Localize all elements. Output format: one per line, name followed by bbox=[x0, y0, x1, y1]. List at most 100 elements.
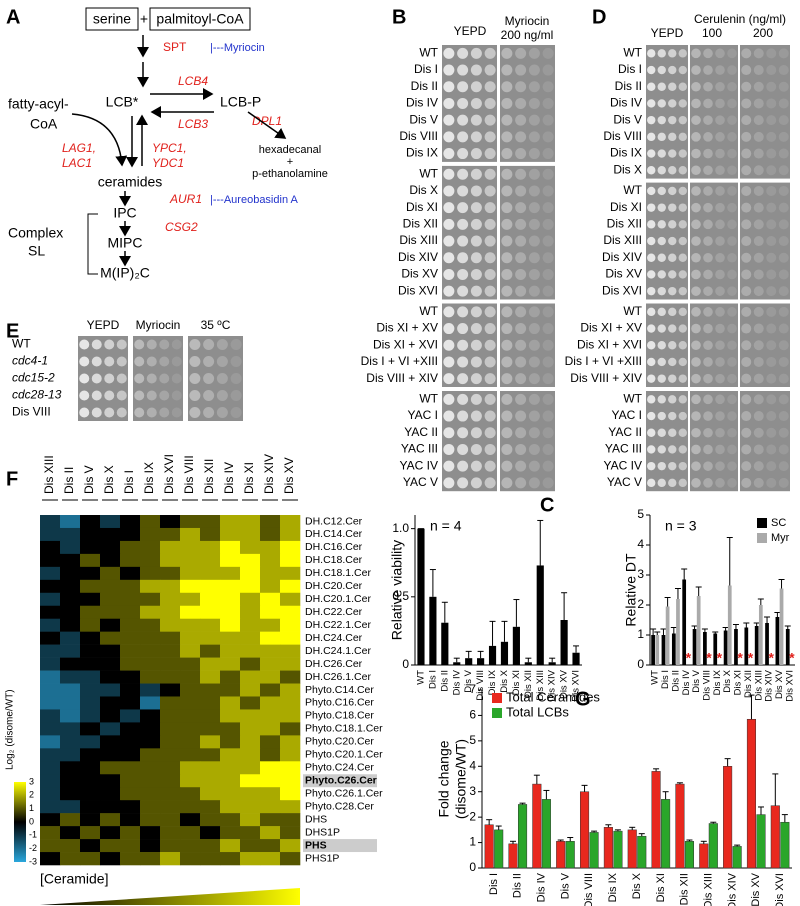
colony-spot bbox=[501, 393, 513, 405]
heatmap-cell bbox=[180, 605, 201, 620]
heatmap-cell bbox=[200, 852, 221, 866]
bar bbox=[453, 662, 461, 665]
colony-spot bbox=[484, 218, 496, 230]
colony-spot bbox=[691, 236, 701, 246]
bar bbox=[556, 841, 566, 869]
heatmap-cell bbox=[120, 631, 141, 645]
heatmap-cell bbox=[200, 696, 221, 710]
enzyme: YDC1 bbox=[152, 156, 184, 170]
heatmap-cell bbox=[140, 748, 161, 762]
colony-spot bbox=[470, 427, 482, 439]
heatmap-cell bbox=[120, 683, 141, 697]
colony-spot bbox=[457, 218, 469, 230]
heatmap-cell bbox=[60, 540, 81, 555]
colony-spot bbox=[715, 340, 725, 351]
colony-spot bbox=[668, 270, 677, 279]
colony-spot bbox=[647, 82, 656, 91]
colony-spot bbox=[727, 286, 737, 296]
row-label: DH.C26.1.Cer bbox=[305, 671, 371, 683]
error-bar bbox=[653, 768, 660, 772]
heatmap-cell bbox=[60, 761, 81, 775]
node: serine bbox=[93, 11, 131, 27]
heatmap-cell bbox=[240, 839, 261, 853]
colony-spot bbox=[741, 306, 752, 317]
heatmap-cell bbox=[180, 735, 201, 749]
heatmap-cell bbox=[120, 839, 141, 853]
colony-spot bbox=[515, 218, 527, 230]
heatmap-cell bbox=[200, 800, 221, 814]
colony-spot bbox=[443, 373, 455, 385]
colony-spot bbox=[678, 82, 687, 91]
row-highlight bbox=[303, 839, 377, 853]
heatmap-cell bbox=[100, 735, 121, 749]
colony-spot bbox=[778, 340, 789, 351]
heatmap-cell bbox=[260, 852, 281, 866]
heatmap-cell bbox=[80, 787, 101, 801]
error-bar bbox=[561, 592, 568, 620]
colony-spot bbox=[753, 411, 764, 422]
colony-spot bbox=[778, 269, 789, 280]
colony-spot bbox=[753, 65, 764, 76]
x-tick-label: Dis V bbox=[463, 669, 474, 692]
panel-letter: B bbox=[392, 6, 406, 28]
colony-spot bbox=[484, 306, 496, 318]
colony-spot bbox=[727, 132, 737, 142]
heatmap-cell bbox=[140, 761, 161, 775]
heatmap-cell bbox=[180, 553, 201, 568]
plate bbox=[646, 391, 688, 492]
strain-label: Dis XI bbox=[406, 200, 438, 214]
box bbox=[85, 7, 139, 31]
colony-spot bbox=[484, 81, 496, 93]
colony-spot bbox=[647, 341, 656, 350]
colony-spot bbox=[691, 373, 701, 384]
heatmap-cell bbox=[260, 761, 281, 775]
bar bbox=[675, 783, 685, 869]
colony-spot bbox=[753, 269, 764, 280]
error-bar bbox=[748, 694, 755, 720]
row-highlight bbox=[303, 774, 377, 788]
heatmap-cell bbox=[60, 787, 81, 801]
strain-label: YAC V bbox=[607, 475, 642, 489]
x-tick-label: Dis II bbox=[512, 873, 524, 898]
plate bbox=[500, 303, 555, 387]
colony-spot bbox=[727, 236, 737, 246]
heatmap-cell bbox=[200, 813, 221, 827]
colony-spot bbox=[715, 186, 725, 196]
heatmap-cell bbox=[60, 839, 81, 853]
no-growth-marker: * bbox=[768, 650, 774, 666]
colony-spot bbox=[528, 460, 540, 472]
strain-label: Dis V bbox=[409, 112, 438, 126]
colony-spot bbox=[230, 390, 242, 401]
bar bbox=[727, 585, 732, 665]
row-label: PHS bbox=[305, 839, 327, 851]
colony-spot bbox=[766, 340, 777, 351]
colony-spot bbox=[470, 373, 482, 385]
heatmap-cell bbox=[220, 515, 241, 529]
heatmap-cell bbox=[260, 592, 281, 607]
heatmap-cell bbox=[140, 657, 161, 671]
colony-spot bbox=[727, 323, 737, 334]
x-tick-label: Dis IV bbox=[451, 669, 462, 695]
heatmap-cell bbox=[60, 657, 81, 671]
heatmap-cell bbox=[100, 683, 121, 697]
bar bbox=[441, 622, 449, 665]
colony-spot bbox=[691, 115, 701, 125]
colony-spot bbox=[668, 324, 677, 333]
colony-spot bbox=[741, 427, 752, 438]
bar bbox=[699, 843, 709, 869]
colony-spot bbox=[647, 115, 656, 125]
colony-spot bbox=[778, 427, 789, 438]
colony-spot bbox=[470, 460, 482, 472]
error-bar bbox=[662, 791, 669, 800]
heatmap-cell bbox=[160, 735, 181, 749]
colony-spot bbox=[668, 341, 677, 350]
y-axis-label: Fold change bbox=[436, 740, 452, 817]
colony-spot bbox=[678, 253, 687, 262]
colony-spot bbox=[647, 132, 656, 142]
heatmap-cell bbox=[40, 631, 61, 645]
colony-spot bbox=[657, 478, 666, 488]
colony-spot bbox=[703, 269, 713, 280]
heatmap-cell bbox=[140, 800, 161, 814]
axis-label: [Ceramide] bbox=[40, 871, 108, 887]
colony-spot bbox=[457, 373, 469, 385]
